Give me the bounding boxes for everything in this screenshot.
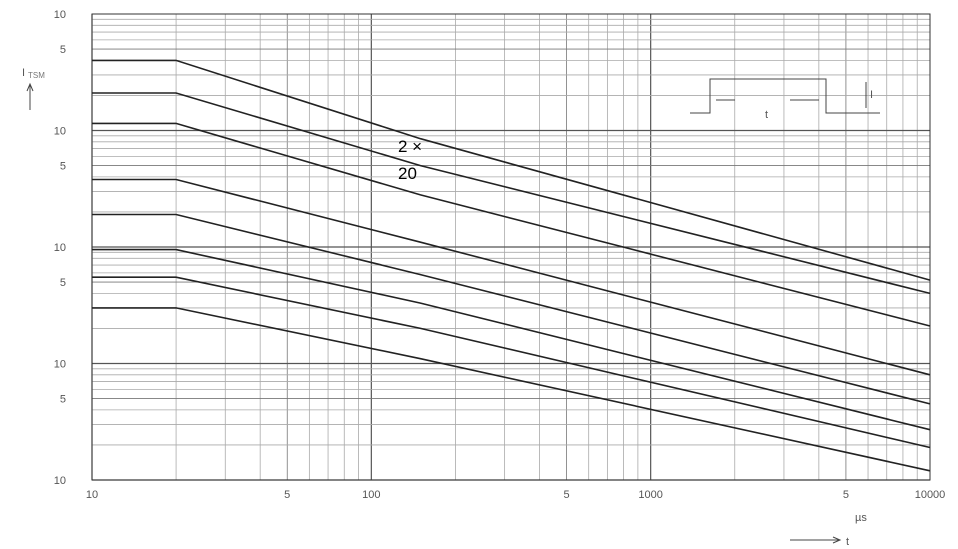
y-axis-arrow [26, 82, 34, 110]
series-label: 20 [398, 164, 417, 183]
x-axis-label: t [846, 536, 849, 548]
x-tick-label: 100 [362, 489, 380, 501]
series-line [92, 122, 931, 327]
series-line [92, 307, 931, 472]
x-axis-arrow [790, 536, 842, 544]
series-labels: 2 × 20 [398, 137, 422, 183]
y-tick-label: 10 [54, 9, 66, 21]
y-tick-label: 10 [54, 242, 66, 254]
y-tick-label: 10 [54, 475, 66, 487]
y-tick-label: 5 [60, 394, 66, 406]
series-line [92, 59, 931, 281]
x-tick-label: 1000 [638, 489, 662, 501]
y-tick-label: 5 [60, 161, 66, 173]
tick-labels: 10 5 100 5 1000 5 10000 10 5 10 5 10 5 10 5 10 [54, 9, 946, 501]
y-axis-title: I TSM [22, 67, 45, 110]
x-tick-label: 5 [564, 489, 570, 501]
x-axis-unit: µs [855, 512, 867, 524]
series-line [92, 178, 931, 376]
y-tick-label: 5 [60, 277, 66, 289]
inset-pulse-shape [690, 78, 880, 114]
series-label: 2 × [398, 137, 422, 156]
series-line [92, 213, 931, 405]
series-line [92, 276, 931, 449]
series-line [92, 92, 931, 295]
x-tick-label: 10000 [915, 489, 946, 501]
y-tick-label: 10 [54, 126, 66, 138]
x-tick-label: 5 [284, 489, 290, 501]
y-axis-subscript: TSM [28, 71, 45, 80]
pulse-inset [690, 78, 880, 114]
y-axis-label: I [22, 67, 25, 79]
chart-grid [91, 14, 930, 481]
x-axis-title: µs t [790, 512, 867, 548]
inset-i-label: I [870, 89, 873, 101]
series-line [92, 248, 931, 431]
plot-frame [91, 13, 931, 481]
y-tick-label: 5 [60, 44, 66, 56]
x-tick-label: 5 [843, 489, 849, 501]
inset-t-label: t [765, 109, 768, 121]
x-tick-label: 10 [86, 489, 98, 501]
series-group [92, 59, 931, 472]
y-tick-label: 10 [54, 359, 66, 371]
